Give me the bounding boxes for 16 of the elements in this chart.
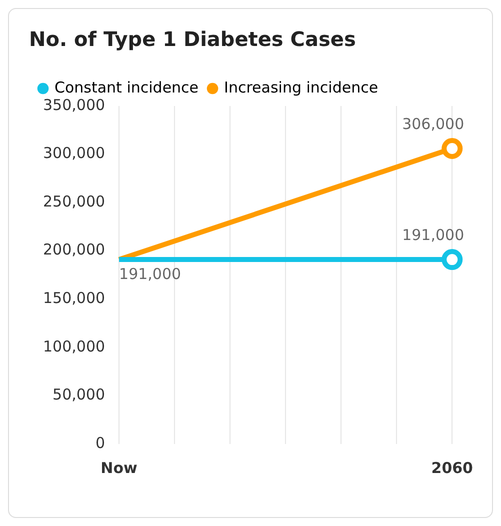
- legend-label: Increasing incidence: [224, 78, 378, 96]
- data-label: 191,000: [119, 264, 182, 283]
- y-tick-label: 100,000: [43, 337, 106, 356]
- y-tick-label: 350,000: [43, 96, 106, 114]
- x-tick-label: Now: [100, 458, 138, 477]
- y-tick-label: 250,000: [43, 192, 106, 210]
- y-tick-label: 50,000: [52, 386, 106, 404]
- y-tick-label: 200,000: [43, 240, 106, 259]
- y-tick-label: 150,000: [43, 289, 106, 308]
- chart-title: No. of Type 1 Diabetes Cases: [29, 27, 356, 52]
- legend-label: Constant incidence: [54, 78, 199, 96]
- y-tick-label: 0: [95, 434, 106, 452]
- data-label: 191,000: [402, 226, 464, 244]
- y-tick-label: 300,000: [43, 144, 106, 162]
- data-label: 306,000: [402, 114, 464, 133]
- x-tick-label: 2060: [431, 458, 473, 477]
